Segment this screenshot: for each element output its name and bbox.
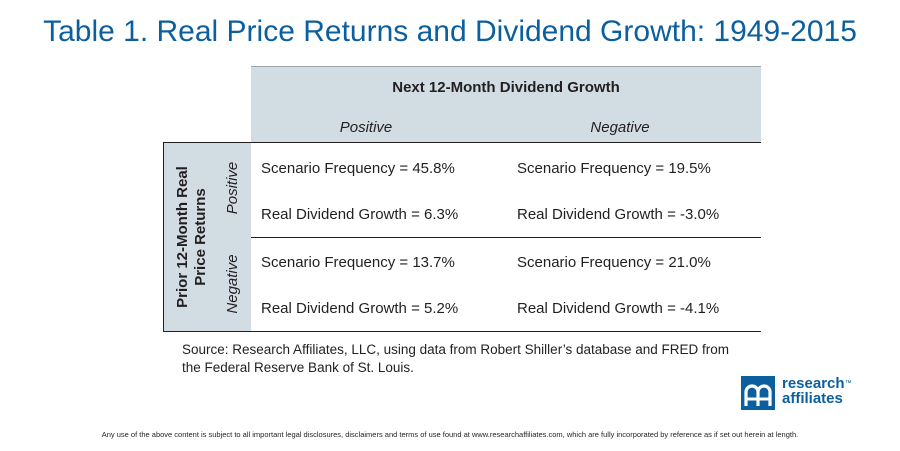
page-title: Table 1. Real Price Returns and Dividend… bbox=[43, 15, 857, 48]
logo-line1: research bbox=[782, 375, 845, 392]
column-header-positive: Positive bbox=[339, 119, 393, 136]
row-header-title: Prior 12-Month Real Price Returns bbox=[174, 166, 210, 308]
column-header-title: Next 12-Month Dividend Growth bbox=[392, 79, 620, 96]
cell-pos-neg-growth: Real Dividend Growth = -3.0% bbox=[517, 206, 720, 223]
source-note-line1: Source: Research Affiliates, LLC, using … bbox=[182, 342, 730, 357]
row-header-title-line1: Prior 12-Month Real bbox=[174, 166, 191, 308]
cell-neg-neg-frequency: Scenario Frequency = 21.0% bbox=[517, 254, 711, 271]
row-header-negative: Negative bbox=[224, 254, 241, 314]
logo-wordmark: research™ affiliates bbox=[782, 376, 852, 406]
row-header-positive: Positive bbox=[224, 161, 241, 215]
logo-mark-icon bbox=[741, 376, 775, 410]
column-header-background bbox=[251, 66, 761, 142]
cell-pos-pos-growth: Real Dividend Growth = 6.3% bbox=[261, 206, 459, 223]
logo-trademark: ™ bbox=[844, 380, 852, 387]
legal-disclaimer: Any use of the above content is subject … bbox=[101, 430, 799, 439]
column-header-negative: Negative bbox=[590, 119, 650, 136]
cell-neg-pos-frequency: Scenario Frequency = 13.7% bbox=[261, 254, 455, 271]
column-header-top-rule bbox=[251, 66, 761, 67]
cell-neg-pos-growth: Real Dividend Growth = 5.2% bbox=[261, 300, 459, 317]
cell-pos-neg-frequency: Scenario Frequency = 19.5% bbox=[517, 160, 711, 177]
source-note-line2: the Federal Reserve Bank of St. Louis. bbox=[182, 360, 414, 375]
row-header-background bbox=[163, 142, 251, 331]
table-left-rule bbox=[163, 142, 164, 332]
table-middle-rule bbox=[251, 237, 761, 238]
table-bottom-rule bbox=[163, 331, 761, 332]
row-header-title-line2: Price Returns bbox=[192, 188, 209, 286]
cell-pos-pos-frequency: Scenario Frequency = 45.8% bbox=[261, 160, 455, 177]
logo-word-affiliates: affiliates bbox=[782, 390, 843, 407]
table-top-rule bbox=[163, 142, 761, 143]
source-note: Source: Research Affiliates, LLC, using … bbox=[182, 341, 762, 377]
research-affiliates-logo: research™ affiliates bbox=[741, 376, 881, 410]
logo-word-research: research™ bbox=[782, 376, 852, 391]
cell-neg-neg-growth: Real Dividend Growth = -4.1% bbox=[517, 300, 720, 317]
